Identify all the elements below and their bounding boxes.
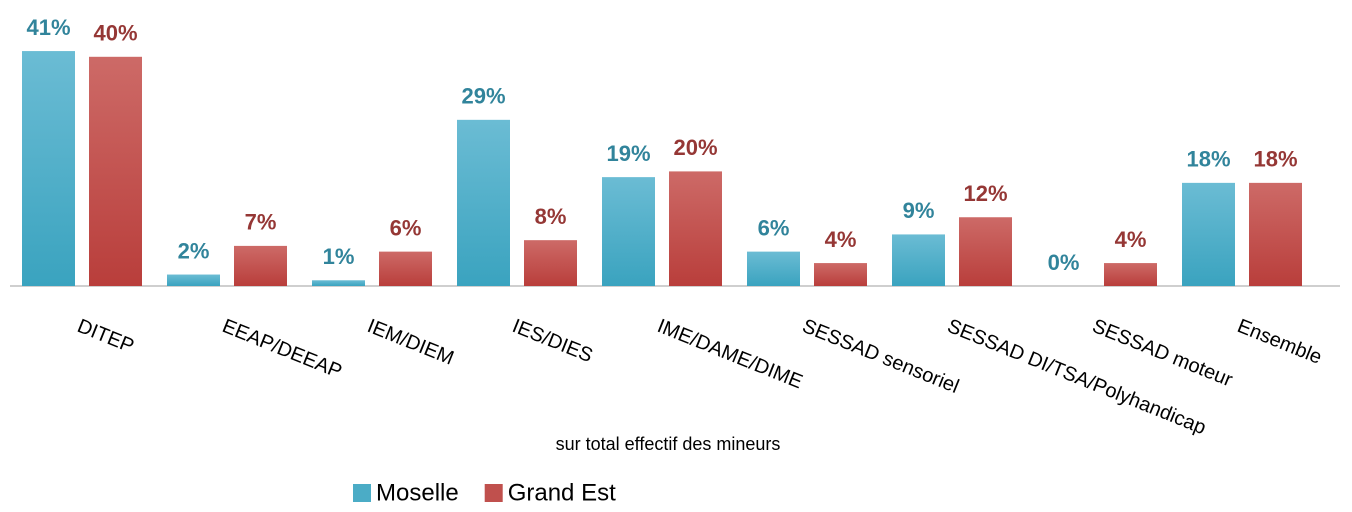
x-tick-label: DITEP bbox=[74, 315, 137, 357]
bar bbox=[379, 251, 432, 286]
value-label: 4% bbox=[1115, 227, 1147, 252]
bar bbox=[89, 56, 142, 286]
x-axis-label: sur total effectif des mineurs bbox=[556, 434, 781, 454]
value-label: 19% bbox=[606, 141, 650, 166]
value-label: 2% bbox=[178, 238, 210, 263]
value-label: 12% bbox=[963, 181, 1007, 206]
bar bbox=[602, 177, 655, 286]
value-label: 9% bbox=[903, 198, 935, 223]
bar bbox=[814, 263, 867, 286]
bar bbox=[312, 280, 365, 286]
legend-label: Moselle bbox=[376, 479, 459, 506]
bar bbox=[1249, 182, 1302, 286]
bar bbox=[747, 251, 800, 286]
value-label: 41% bbox=[26, 15, 70, 40]
bar bbox=[22, 51, 75, 286]
x-tick-label: SESSAD DI/TSA/Polyhandicap bbox=[944, 315, 1209, 439]
value-label: 6% bbox=[390, 215, 422, 240]
legend-swatch bbox=[353, 484, 371, 502]
bar bbox=[1182, 182, 1235, 286]
legend-label: Grand Est bbox=[508, 479, 616, 506]
x-tick-label: SESSAD sensoriel bbox=[799, 315, 962, 398]
bar bbox=[669, 171, 722, 286]
value-label: 4% bbox=[825, 227, 857, 252]
x-tick-label: IEM/DIEM bbox=[364, 315, 457, 370]
bar bbox=[167, 274, 220, 286]
x-tick-label: IME/DAME/DIME bbox=[654, 315, 805, 393]
value-label: 7% bbox=[245, 210, 277, 235]
bar bbox=[959, 217, 1012, 286]
legend-swatch bbox=[484, 484, 503, 502]
x-tick-label: Ensemble bbox=[1234, 315, 1325, 369]
bar bbox=[234, 245, 287, 286]
x-tick-label: IES/DIES bbox=[509, 315, 596, 367]
value-label: 40% bbox=[93, 21, 137, 46]
value-label: 18% bbox=[1186, 147, 1230, 172]
value-label: 6% bbox=[758, 215, 790, 240]
bar bbox=[524, 240, 577, 286]
value-label: 8% bbox=[535, 204, 567, 229]
value-label: 20% bbox=[673, 135, 717, 160]
value-label: 29% bbox=[461, 84, 505, 109]
bar bbox=[892, 234, 945, 286]
value-label: 1% bbox=[323, 244, 355, 269]
bar bbox=[457, 119, 510, 286]
bar bbox=[1104, 263, 1157, 286]
value-label: 0% bbox=[1048, 250, 1080, 275]
value-label: 18% bbox=[1253, 147, 1297, 172]
x-tick-label: EEAP/DEEAP bbox=[219, 315, 345, 383]
